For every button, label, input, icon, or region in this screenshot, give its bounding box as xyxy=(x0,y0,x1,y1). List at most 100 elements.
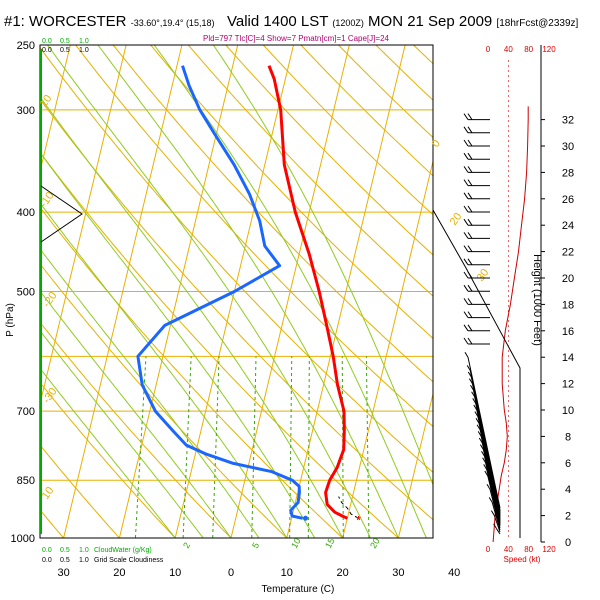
wind-barb-feather xyxy=(463,179,469,186)
mixing-ratio-label: 5 xyxy=(250,541,261,550)
wind-barb xyxy=(463,232,490,239)
wind-barb-feather xyxy=(463,271,469,279)
wind-barb-feather xyxy=(482,457,487,464)
cloud-scale-top-label-2: 1.0 xyxy=(79,47,89,54)
wind-barb xyxy=(464,351,501,509)
temperature-tick-label: 20 xyxy=(336,567,348,579)
valid-time: Valid 1400 LST xyxy=(226,13,329,30)
pressure-tick-label: 300 xyxy=(17,105,35,117)
height-tick-label: 0 xyxy=(565,537,571,549)
temperature-tick-label: 30 xyxy=(392,567,404,579)
wind-barb-feather xyxy=(490,510,495,516)
cloud-scale-bottom-label-2: 0.0 xyxy=(42,557,52,564)
height-tick-label: 8 xyxy=(565,431,571,443)
pressure-tick-label: 1000 xyxy=(11,533,35,545)
cloud-scale-top-label-2: 0.0 xyxy=(42,47,52,54)
wind-barb-feather xyxy=(467,371,472,378)
speed-tick-top: 40 xyxy=(504,45,513,54)
isotherm-line xyxy=(0,45,15,538)
pressure-tick-label: 500 xyxy=(17,287,35,299)
wind-barb-feather xyxy=(467,218,473,226)
dewpoint-profile-line xyxy=(136,65,304,520)
wind-barb-feather xyxy=(464,351,469,358)
cloud-scale-bottom-label-2: 1.0 xyxy=(79,557,89,564)
moist-adiabat-line xyxy=(40,248,260,538)
mixing-ratio-label: 2 xyxy=(181,541,192,550)
dry-adiabat-line xyxy=(40,321,232,538)
cloud-scale-bottom-label: 0.0 xyxy=(42,547,52,554)
moist-adiabat-line xyxy=(47,45,371,538)
mixing-ratio-label: 15 xyxy=(323,536,337,550)
speed-tick-top: 80 xyxy=(524,45,533,54)
utc-time: (1200Z) xyxy=(332,18,364,28)
wind-barb xyxy=(463,324,490,332)
speed-tick-top: 0 xyxy=(486,45,491,54)
height-tick-label: 4 xyxy=(565,484,571,496)
wind-barb xyxy=(486,483,501,529)
wind-barb-feather xyxy=(463,126,469,134)
temperature-tick-label: 0 xyxy=(228,567,234,579)
wind-barb-feather xyxy=(473,404,478,411)
wind-barb xyxy=(463,126,490,134)
dry-adiabat-line xyxy=(40,46,433,473)
pressure-tick-label: 850 xyxy=(17,475,35,487)
height-tick-label: 28 xyxy=(562,167,574,179)
wind-barb-feather xyxy=(477,431,482,437)
forecast-run: [18hrFcst@2339z] xyxy=(496,18,579,29)
wind-barb-feather xyxy=(474,411,479,417)
wind-barb-feather xyxy=(468,378,473,384)
wind-barb-feather xyxy=(463,166,469,173)
surface-dewpoint-marker xyxy=(302,515,308,521)
dry-adiabat-line xyxy=(225,45,433,256)
moist-adiabat-line xyxy=(40,290,232,538)
wind-barb xyxy=(493,523,501,535)
wind-barb-feather xyxy=(493,523,498,530)
moist-adiabat-line xyxy=(97,45,399,538)
x-axis-label: Temperature (C) xyxy=(262,584,335,595)
cloud-level-marker xyxy=(40,185,83,243)
wind-barb-feather xyxy=(479,444,484,450)
wind-barb-feather xyxy=(467,245,473,252)
dry-adiabat-line xyxy=(40,98,433,521)
speed-tick-bottom: 80 xyxy=(524,545,533,554)
speed-tick-bottom: 0 xyxy=(486,545,491,554)
pressure-tick-label: 400 xyxy=(17,207,35,219)
dry-adiabat-line xyxy=(187,45,433,297)
isotherm-line xyxy=(397,391,433,538)
wind-barb-feather xyxy=(475,417,480,424)
height-tick-label: 20 xyxy=(562,273,574,285)
mixing-ratio-line xyxy=(251,356,257,538)
wind-barb-feather xyxy=(471,391,476,398)
mixing-ratio-line xyxy=(307,356,310,538)
wind-barb-shaft xyxy=(496,528,501,535)
isotherm-label: 20 xyxy=(448,211,465,228)
temperature-profile-line xyxy=(267,65,348,520)
moist-adiabat-line xyxy=(40,95,344,538)
wind-barb-feather xyxy=(467,271,473,279)
wind-barb-feather xyxy=(486,483,491,490)
wind-barb-feather xyxy=(470,384,474,391)
wind-barb-feather xyxy=(467,152,473,160)
wind-barb-feather xyxy=(467,337,473,345)
wind-barb-shaft xyxy=(467,357,501,509)
dry-adiabat-line xyxy=(112,45,433,383)
wind-barb-feather xyxy=(463,324,469,332)
parcel-path-line xyxy=(338,496,359,519)
forecast-date: MON 21 Sep 2009 xyxy=(368,13,493,30)
wind-barb xyxy=(463,337,490,345)
station-name: #1: WORCESTER xyxy=(4,13,127,30)
wind-barb-feather xyxy=(463,232,469,239)
isotherm-label: -20 xyxy=(41,290,60,310)
wind-barb-feather xyxy=(467,179,473,186)
wind-barb xyxy=(463,152,490,160)
wind-barb-feather xyxy=(467,311,473,318)
wind-barb xyxy=(463,284,490,292)
height-tick-label: 30 xyxy=(562,141,574,153)
mixing-ratio-label: 10 xyxy=(289,536,303,550)
wind-barb-feather xyxy=(472,398,477,404)
wind-barb xyxy=(463,179,490,187)
mixing-ratio-line xyxy=(212,356,220,538)
isotherm-line xyxy=(40,45,71,174)
